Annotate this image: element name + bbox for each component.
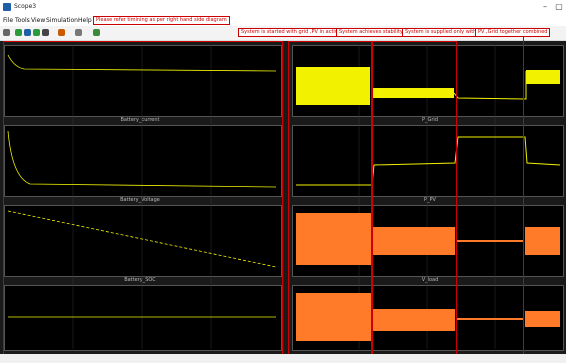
annotation-stable: System achieves stability [336, 28, 406, 37]
step-icon[interactable] [33, 29, 40, 36]
v-load-band-1 [296, 213, 372, 265]
title-battery-soc: Battery_SOC [124, 277, 156, 283]
minimize-icon[interactable]: – [543, 2, 547, 11]
menu-help[interactable]: Help [78, 17, 92, 24]
i-load-band-2 [373, 309, 455, 331]
title-battery-voltage: Battery_Voltage [120, 197, 160, 203]
plot-area: Battery_current Battery_Voltage Battery_… [0, 41, 566, 354]
i-load-band-1 [296, 293, 372, 341]
plot-battery-current[interactable] [4, 45, 282, 117]
zoom-icon[interactable] [58, 29, 65, 36]
p-grid-band-1 [296, 67, 370, 105]
left-highlight-box [3, 41, 283, 356]
settings-icon[interactable] [15, 29, 22, 36]
annotation-note: Please refer timining as per right hand … [93, 16, 230, 25]
plot-empty[interactable] [4, 285, 282, 351]
annotation-grid-pv: System is started with grid ,PV in activ… [238, 28, 344, 37]
stop-icon[interactable] [42, 29, 49, 36]
p-grid-step [453, 71, 527, 100]
title-bar: Scope3 – ▢ [0, 0, 566, 14]
combined-marker-line [523, 33, 524, 354]
p-grid-band-2 [372, 88, 454, 98]
status-bar [0, 354, 566, 363]
pan-icon[interactable] [75, 29, 82, 36]
battery-current-trace [7, 54, 277, 72]
annotation-combined: PV ,Grid together combined [475, 28, 551, 37]
title-p-grid: P_Grid [421, 117, 438, 123]
maximize-icon[interactable]: ▢ [555, 2, 563, 11]
plot-battery-soc[interactable] [4, 205, 282, 277]
grid-pv-box [288, 41, 372, 356]
battery-voltage-trace [7, 130, 277, 188]
menu-simulation[interactable]: Simulation [46, 17, 78, 24]
battery-soc-trace [7, 210, 277, 268]
p-grid-band-3 [526, 70, 560, 84]
v-load-band-2 [373, 227, 455, 255]
stability-box [372, 41, 457, 356]
menu-file[interactable]: File [3, 17, 14, 24]
print-icon[interactable] [3, 29, 10, 36]
cursor-icon[interactable] [93, 29, 100, 36]
title-battery-current: Battery_current [120, 117, 160, 123]
menu-view[interactable]: View [31, 17, 46, 24]
scope-app-icon [3, 3, 11, 11]
v-load-band-3 [525, 227, 560, 255]
run-icon[interactable] [24, 29, 31, 36]
title-v-load: V_load [421, 277, 439, 283]
menu-tools[interactable]: Tools [15, 17, 30, 24]
title-p-pv: P_PV [424, 197, 436, 203]
menu-bar: File Tools View Simulation Help [0, 14, 566, 26]
window-title: Scope3 [14, 3, 37, 10]
i-load-band-3 [525, 311, 560, 327]
